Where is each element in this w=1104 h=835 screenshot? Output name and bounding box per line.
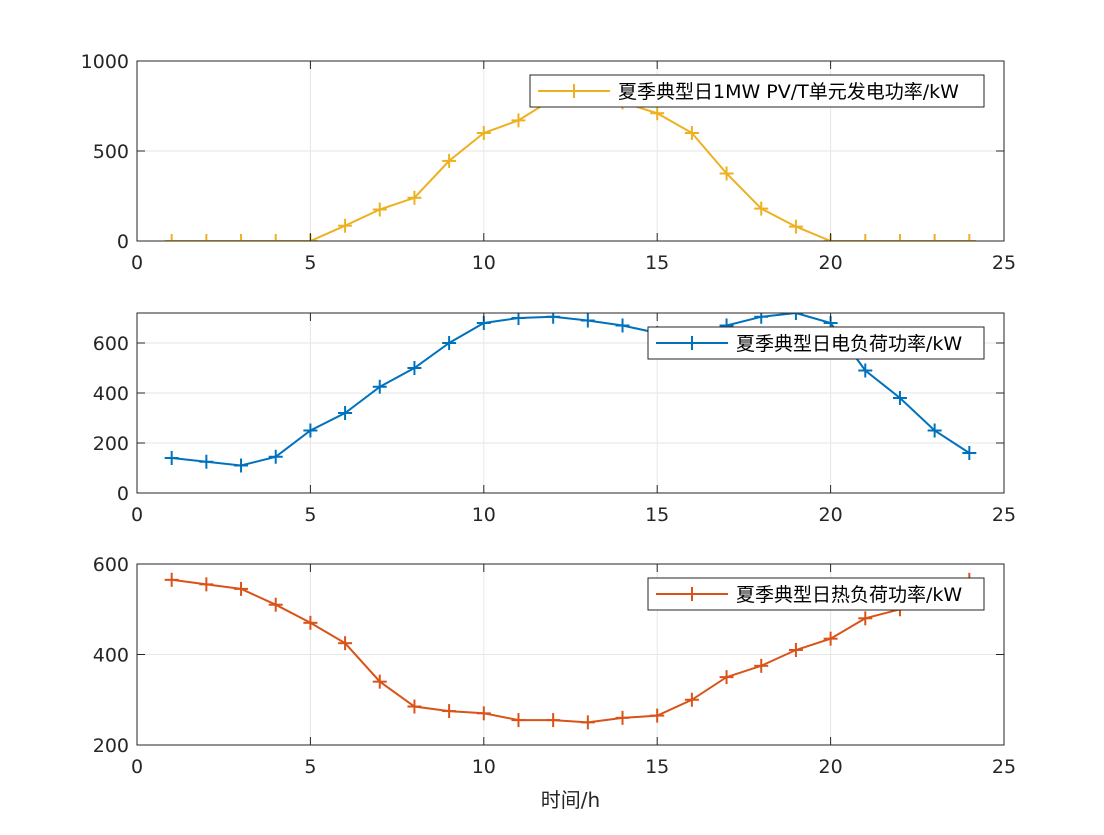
data-point <box>650 106 665 121</box>
data-point <box>234 581 249 596</box>
y-tick-label: 200 <box>93 433 129 455</box>
x-tick-label: 15 <box>645 504 669 526</box>
data-point <box>338 636 353 651</box>
x-tick-label: 5 <box>304 252 316 274</box>
data-point <box>892 234 907 241</box>
data-point <box>788 219 803 234</box>
subplot-1: 0 5 10 15 20 25 0 500 1000 夏季典型日1MW PV/T单元发电功率/kW <box>81 51 1016 274</box>
data-point <box>927 234 942 241</box>
data-point <box>754 658 769 673</box>
data-point <box>407 361 422 375</box>
data-point <box>684 692 699 707</box>
data-point <box>927 423 942 438</box>
y-tick-label: 0 <box>117 483 129 505</box>
x-tick-label: 10 <box>472 252 496 274</box>
data-point <box>303 615 318 630</box>
x-tick-label: 15 <box>645 756 669 778</box>
data-point <box>754 201 769 216</box>
data-point <box>442 704 457 719</box>
x-tick-label: 0 <box>131 252 143 274</box>
data-point <box>268 597 283 612</box>
data-point <box>303 423 318 438</box>
data-point <box>719 670 734 685</box>
y-tick-label: 500 <box>93 141 129 163</box>
data-point <box>407 699 422 714</box>
y-tick-label: 400 <box>93 645 129 667</box>
data-point <box>615 710 630 725</box>
axes-box <box>136 312 1005 494</box>
data-point <box>962 234 977 241</box>
x-tick-label: 0 <box>131 504 143 526</box>
x-tick-label: 20 <box>819 504 843 526</box>
y-tick-label: 400 <box>93 383 129 405</box>
legend-label: 夏季典型日电负荷功率/kW <box>736 333 962 355</box>
data-point <box>788 642 803 657</box>
y-tick-label: 600 <box>93 554 129 576</box>
data-point <box>372 674 387 689</box>
x-tick-label: 0 <box>131 756 143 778</box>
data-point <box>858 363 873 378</box>
data-point <box>580 715 595 730</box>
subplot-3: 0 5 10 15 20 25 200 400 600 夏季典型日热负荷功率/kW 时间/h <box>93 554 1016 812</box>
x-tick-label: 20 <box>819 252 843 274</box>
data-point <box>199 577 214 592</box>
data-point <box>164 234 179 241</box>
data-point <box>546 713 561 728</box>
data-point <box>268 449 283 464</box>
data-point <box>546 313 561 324</box>
data-point <box>511 113 526 128</box>
x-tick-label: 10 <box>472 756 496 778</box>
data-point <box>338 218 353 233</box>
y-tick-label: 200 <box>93 735 129 757</box>
data-point <box>892 391 907 405</box>
x-tick-label: 25 <box>992 252 1016 274</box>
data-point <box>338 406 353 420</box>
data-point <box>962 446 977 460</box>
subplot-2: 0 5 10 15 20 25 0 200 400 600 夏季典型日电负荷功率/kW <box>93 312 1016 526</box>
data-point <box>719 166 734 181</box>
x-tick-label: 20 <box>819 756 843 778</box>
y-tick-label: 0 <box>117 231 129 253</box>
data-point <box>199 454 214 469</box>
data-point <box>650 708 665 723</box>
x-axis-label: 时间/h <box>541 788 600 812</box>
legend: 夏季典型日1MW PV/T单元发电功率/kW <box>529 74 985 108</box>
data-point <box>476 126 491 140</box>
data-point <box>268 234 283 241</box>
x-tick-label: 10 <box>472 504 496 526</box>
data-point <box>858 234 873 241</box>
x-tick-label: 15 <box>645 252 669 274</box>
data-point <box>442 336 457 350</box>
x-tick-label: 25 <box>992 756 1016 778</box>
legend-label: 夏季典型日热负荷功率/kW <box>736 584 962 606</box>
x-tick-label: 5 <box>304 504 316 526</box>
legend: 夏季典型日热负荷功率/kW <box>647 577 985 611</box>
data-point <box>407 190 422 205</box>
data-point <box>684 126 699 140</box>
data-point <box>615 318 630 333</box>
x-tick-label: 5 <box>304 756 316 778</box>
data-point <box>476 706 491 721</box>
data-point <box>199 234 214 241</box>
data-point <box>164 451 179 465</box>
series-line <box>171 578 970 724</box>
data-point <box>858 611 873 626</box>
data-point <box>234 234 249 241</box>
data-point <box>372 202 387 217</box>
data-point <box>442 153 457 168</box>
data-point <box>580 313 595 328</box>
y-tick-label: 600 <box>93 333 129 355</box>
legend-label: 夏季典型日1MW PV/T单元发电功率/kW <box>618 81 959 103</box>
data-point <box>754 313 769 324</box>
x-tick-label: 25 <box>992 504 1016 526</box>
data-point <box>788 313 803 320</box>
y-tick-label: 1000 <box>81 51 129 73</box>
data-point <box>511 713 526 728</box>
data-point <box>234 458 249 473</box>
data-point <box>372 379 387 394</box>
legend: 夏季典型日电负荷功率/kW <box>647 326 985 360</box>
data-point <box>164 572 179 587</box>
data-point <box>823 631 838 646</box>
